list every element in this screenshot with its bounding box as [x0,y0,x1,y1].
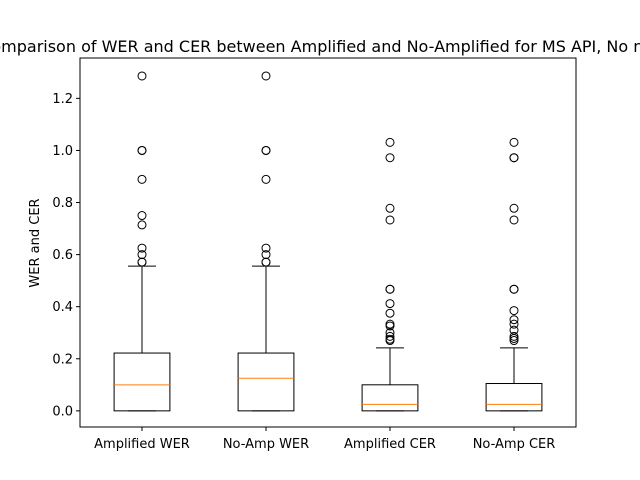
outlier-point [509,315,519,325]
outlier-point [137,220,147,230]
outlier-point [261,257,271,267]
outlier-point [509,319,519,329]
outlier-point [385,299,395,309]
y-tick-label: 1.2 [52,92,73,107]
outlier-point [385,331,395,341]
x-tick-label: Amplified WER [94,437,190,452]
box [237,352,295,412]
outlier-point [385,336,395,346]
y-axis-label: WER and CER [28,198,43,287]
outlier-point [509,284,519,294]
outlier-point [261,71,271,81]
chart-title: Comparison of WER and CER between Amplif… [0,37,640,56]
plot-area: 0.0 0.2 0.4 0.6 0.8 1.0 1.2 Amplified WER No-Amp… [52,71,556,452]
outlier-point [509,203,519,213]
outlier-point [509,336,519,346]
outlier-point [385,203,395,213]
y-tick-label: 0.4 [52,300,73,315]
x-tick-label: No-Amp CER [473,437,556,452]
outlier-point [385,137,395,147]
outlier-point [385,321,395,331]
outlier-point [261,174,271,184]
y-tick-label: 0.6 [52,248,73,263]
box [361,384,419,412]
outlier-point [509,333,519,343]
box [113,352,171,412]
outlier-point [137,243,147,253]
outlier-point [509,215,519,225]
x-tick-label: Amplified CER [344,437,436,452]
outlier-point [509,306,519,316]
outlier-point [385,153,395,163]
y-tick-label: 0.0 [52,404,73,419]
outlier-point [261,243,271,253]
y-tick-label: 1.0 [52,144,73,159]
outlier-point [137,145,147,155]
outlier-point [509,137,519,147]
outlier-point [385,215,395,225]
outlier-point [509,153,519,163]
outlier-point [509,331,519,341]
box [485,383,543,412]
outlier-point [137,174,147,184]
outlier-point [137,71,147,81]
outlier-point [385,284,395,294]
x-tick-label: No-Amp WER [223,437,309,452]
axes-frame [79,57,577,428]
outlier-point [137,211,147,221]
outlier-point [385,308,395,318]
outlier-point [137,257,147,267]
outlier-point [261,145,271,155]
y-tick-label: 0.8 [52,196,73,211]
y-tick-label: 0.2 [52,352,73,367]
